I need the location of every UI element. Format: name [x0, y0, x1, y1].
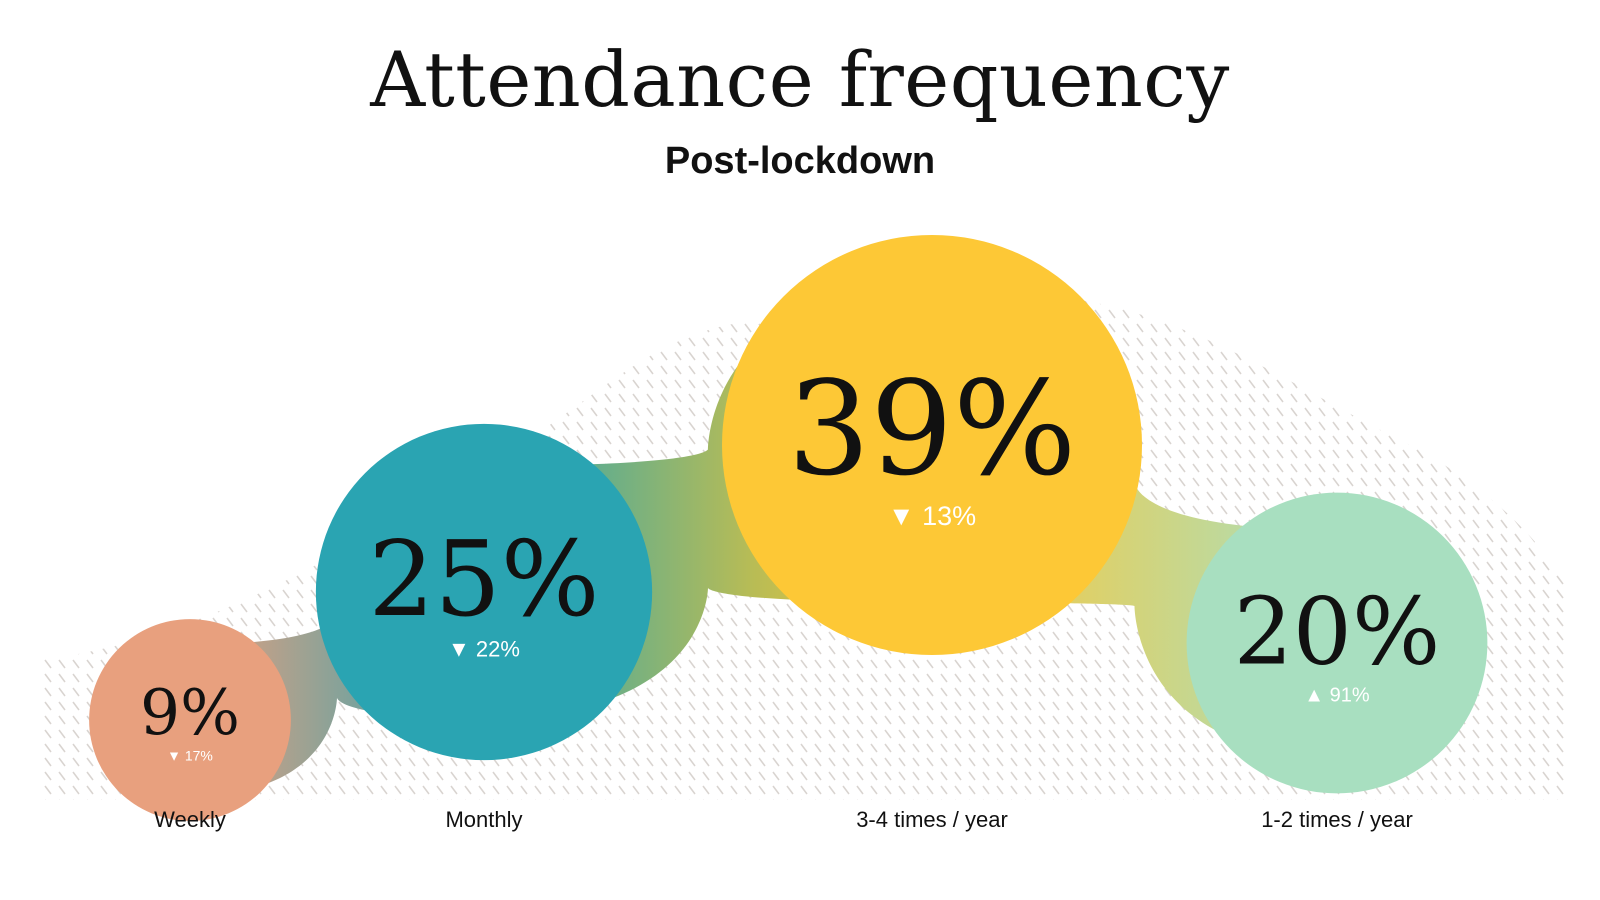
bubbles: 9%▼ 17%25%▼ 22%39%▼ 13%20%▲ 91%	[89, 235, 1488, 821]
chart-title: Attendance frequency	[370, 35, 1230, 124]
category-label: 3-4 times / year	[856, 807, 1008, 832]
bubble-1-2-times-year: 20%▲ 91%	[1186, 492, 1488, 794]
category-label: Weekly	[154, 807, 226, 832]
bubble-change-label: ▼ 13%	[888, 501, 976, 531]
category-label: 1-2 times / year	[1261, 807, 1413, 832]
bubble-circle	[89, 619, 291, 821]
category-label: Monthly	[445, 807, 522, 832]
bubble-circle	[315, 423, 653, 761]
bubble-change-label: ▼ 22%	[448, 637, 520, 662]
chart-subtitle: Post-lockdown	[664, 140, 936, 182]
bubble-circle	[722, 235, 1142, 655]
bubble-change-label: ▲ 91%	[1304, 684, 1370, 706]
bubble-value-label: 9%	[140, 676, 240, 749]
bubble-change-label: ▼ 17%	[167, 747, 213, 763]
bubble-value-label: 25%	[368, 518, 599, 640]
bubble-weekly: 9%▼ 17%	[89, 619, 291, 821]
bubble-3-4-times-year: 39%▼ 13%	[722, 235, 1142, 655]
bubble-circle	[1186, 492, 1488, 794]
category-labels: Weekly Monthly 3-4 times / year 1-2 times /…	[154, 807, 1413, 832]
bubble-value-label: 39%	[788, 353, 1077, 505]
bubble-monthly: 25%▼ 22%	[315, 423, 653, 761]
bubble-value-label: 20%	[1234, 577, 1441, 685]
